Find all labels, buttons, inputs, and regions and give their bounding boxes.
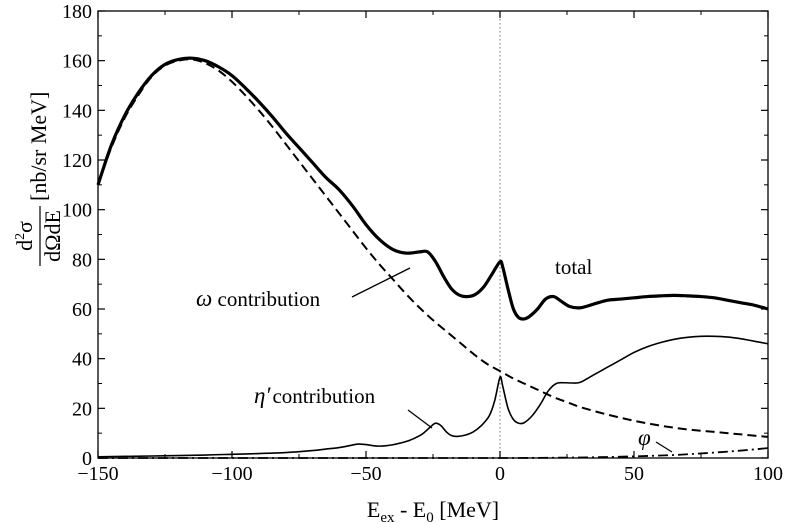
- y-tick-label: 80: [72, 249, 92, 271]
- eta-prime-symbol: η′: [254, 383, 271, 408]
- series-omega-line: [97, 58, 769, 438]
- series-eta-prime-line: [97, 335, 769, 458]
- x-axis-label-mid: - E: [394, 497, 426, 522]
- phi-leader-line: [655, 441, 673, 453]
- x-axis-label-base: E: [367, 497, 380, 522]
- series-phi-line: [97, 447, 769, 459]
- omega-annotation-text: contribution: [212, 287, 320, 311]
- y-tick-label: 120: [62, 150, 92, 172]
- eta-prime-annotation-text: contribution: [272, 384, 375, 408]
- y-label-d: d: [12, 240, 37, 251]
- plot-frame: [97, 10, 769, 459]
- y-axis-label: d2σ dΩdE [nb/sr MeV]: [12, 92, 65, 266]
- y-tick-label: 20: [72, 398, 92, 420]
- series-total-line: [96, 56, 769, 321]
- y-tick-label: 60: [72, 299, 92, 321]
- x-axis-label-sub1: ex: [380, 510, 395, 523]
- y-label-denominator: dΩdE: [40, 210, 65, 262]
- axis-ticks: [97, 10, 769, 459]
- y-label-numerator: d2σ: [12, 221, 37, 251]
- x-tick-label: −150: [77, 463, 118, 485]
- tick-labels: −150 −100 −50 0 50 100 0 20 40 60 80 100 120 140 160 18…: [62, 1, 783, 485]
- y-label-sup: 2: [13, 233, 28, 240]
- omega-leader-line: [351, 267, 411, 298]
- y-tick-label: 180: [62, 1, 92, 23]
- y-tick-label: 160: [62, 51, 92, 73]
- y-tick-label: 40: [72, 349, 92, 371]
- x-tick-label: −50: [350, 463, 381, 485]
- x-tick-label: 100: [753, 463, 783, 485]
- y-tick-label: 0: [82, 448, 92, 470]
- x-tick-label: 50: [624, 463, 644, 485]
- eta-prime-leader-line: [407, 409, 433, 429]
- phi-annotation: φ: [638, 425, 651, 450]
- omega-annotation: ω contribution: [196, 286, 321, 311]
- x-axis-label-unit: [MeV]: [434, 497, 499, 522]
- total-annotation: total: [555, 255, 592, 279]
- omega-symbol: ω: [196, 286, 212, 311]
- x-tick-label: −100: [211, 463, 252, 485]
- x-axis-label: Eex - E0 [MeV]: [367, 497, 499, 523]
- x-tick-label: 0: [495, 463, 505, 485]
- eta-prime-annotation: η′contribution: [254, 383, 376, 408]
- x-axis-label-sub2: 0: [426, 510, 434, 523]
- y-tick-label: 100: [62, 200, 92, 222]
- y-tick-label: 140: [62, 100, 92, 122]
- y-label-sigma: σ: [12, 221, 37, 233]
- y-label-unit: [nb/sr MeV]: [26, 92, 51, 201]
